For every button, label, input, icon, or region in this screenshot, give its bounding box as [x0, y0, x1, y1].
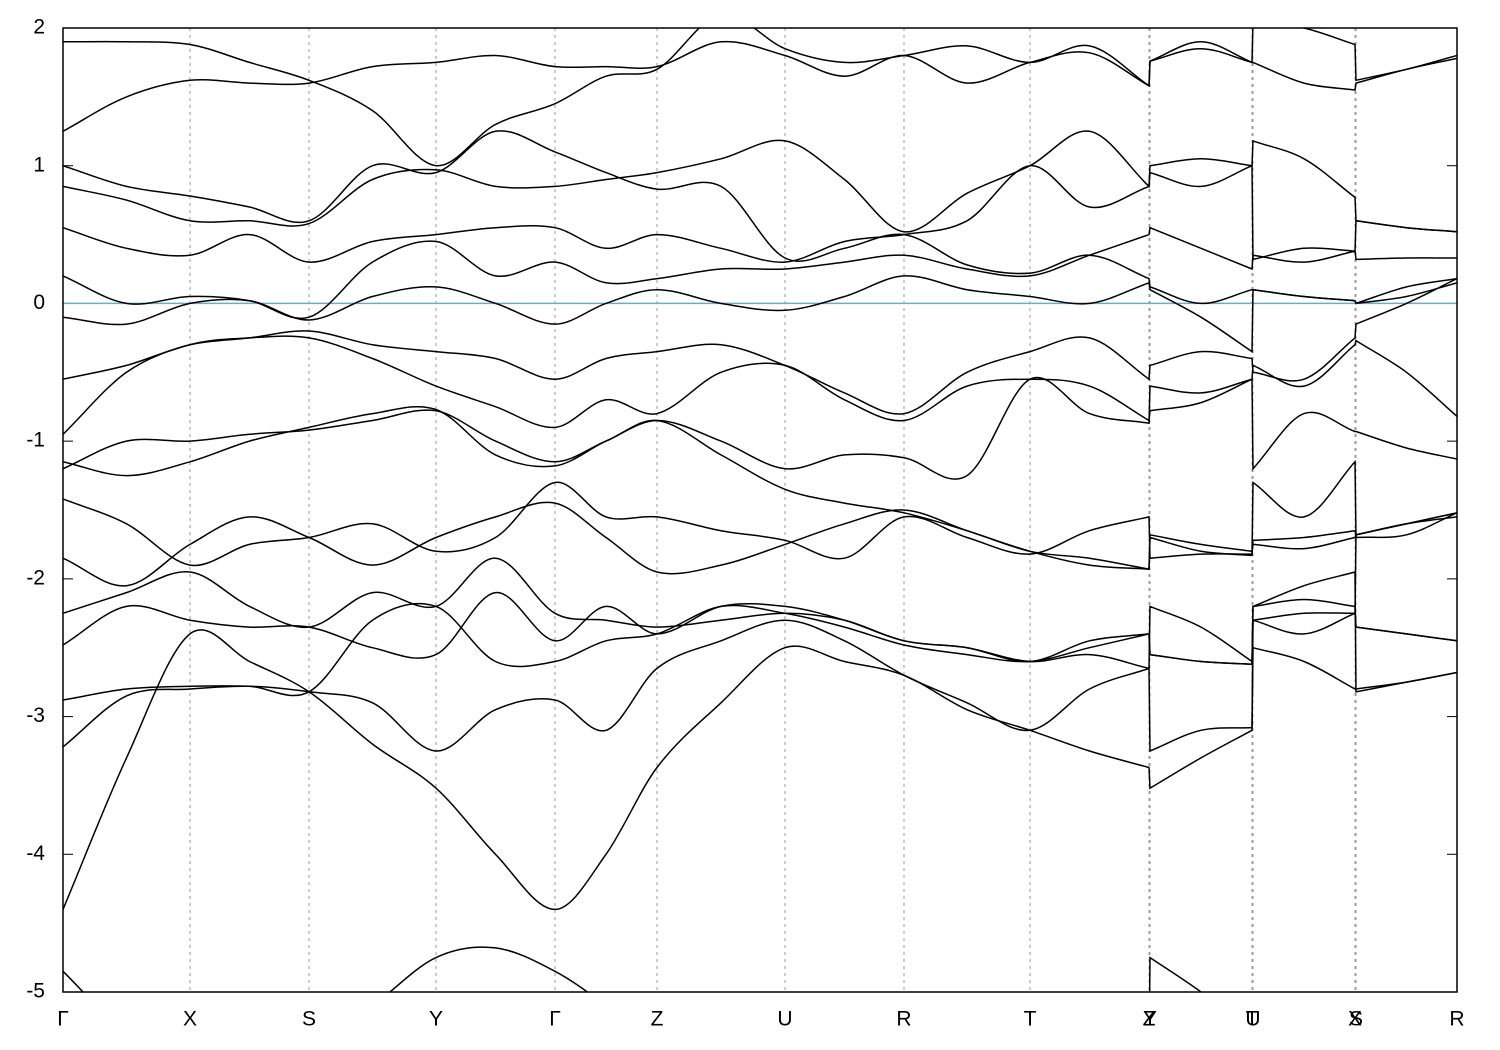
y-tick-label: -3 [26, 704, 45, 727]
x-tick-label: X [183, 1008, 197, 1031]
x-tick-label: Z [1143, 1008, 1156, 1031]
x-tick-label: T [1246, 1008, 1259, 1031]
band-line [63, 28, 1457, 167]
x-tick-label: Z [651, 1008, 664, 1031]
band-line [63, 335, 1457, 435]
band-line [63, 376, 1457, 480]
y-tick-label: -4 [26, 842, 45, 865]
x-tick-label: Y [429, 1008, 443, 1031]
x-tick-label: T [1024, 1008, 1037, 1031]
y-tick-label: -2 [26, 566, 45, 589]
x-tick-label: R [896, 1008, 911, 1031]
plot-frame [62, 27, 1458, 993]
band-line [63, 612, 1457, 753]
y-tick-label: -5 [26, 980, 45, 1003]
band-line [63, 139, 1457, 263]
y-tick-label: 0 [33, 291, 45, 314]
x-tick-label: Γ [549, 1008, 561, 1031]
band-line [63, 512, 1457, 665]
band-line [63, 591, 1457, 670]
x-tick-label: U [777, 1008, 792, 1031]
band-line [63, 409, 1457, 571]
x-tick-label: X [1348, 1008, 1362, 1031]
x-tick-label: U [1245, 1008, 1260, 1031]
band-line [63, 40, 1457, 132]
band-line [63, 501, 1457, 587]
y-tick-label: 1 [33, 153, 45, 176]
band-line [63, 226, 1457, 320]
y-tick-label: -1 [26, 429, 45, 452]
x-tick-label: S [1349, 1008, 1363, 1031]
band-line [63, 130, 1457, 305]
band-line [63, 629, 1457, 911]
x-tick-label: Y [1143, 1008, 1157, 1031]
band-line [63, 277, 1457, 415]
x-tick-label: S [302, 1008, 316, 1031]
band-line [63, 275, 1457, 353]
band-line [63, 946, 1203, 992]
x-tick-label: R [1449, 1008, 1464, 1031]
band-line [63, 571, 1457, 701]
bands [63, 28, 1457, 992]
y-tick-label: 2 [33, 16, 45, 39]
band-line [63, 130, 1457, 261]
x-tick-label: Γ [57, 1008, 69, 1031]
